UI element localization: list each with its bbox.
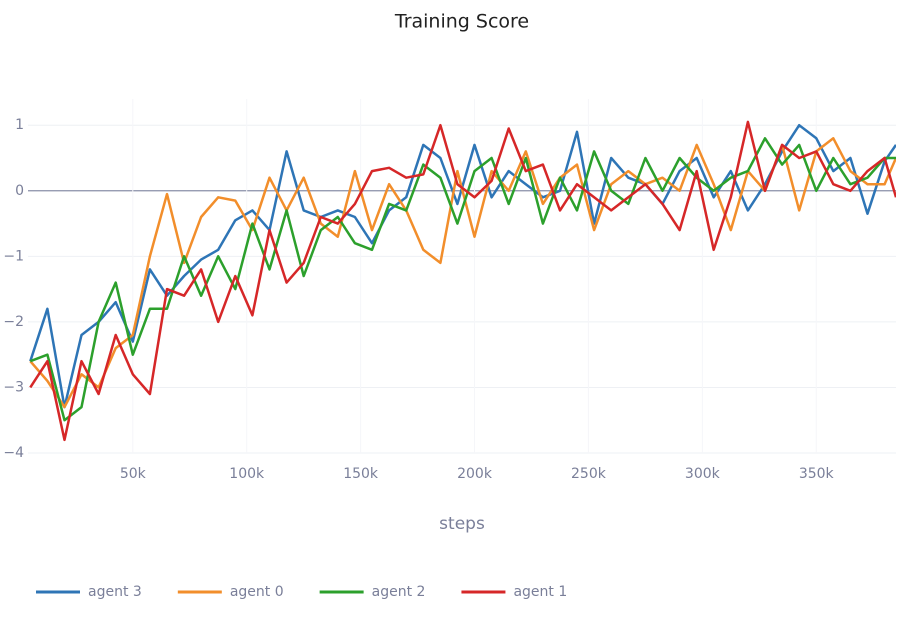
x-tick-label: 200k	[457, 466, 493, 482]
y-tick-label: −1	[3, 248, 24, 264]
y-tick-label: −2	[3, 314, 24, 330]
legend-label: agent 1	[513, 584, 567, 600]
y-tick-label: −4	[3, 445, 24, 461]
x-tick-label: 150k	[343, 466, 379, 482]
x-tick-label: 100k	[229, 466, 265, 482]
series-line	[29, 123, 896, 409]
legend-label: agent 2	[372, 584, 426, 600]
x-tick-label: 300k	[685, 466, 721, 482]
series-line	[29, 137, 896, 409]
x-tick-label: 250k	[571, 466, 607, 482]
series-line	[29, 120, 896, 442]
chart-title: Training Score	[394, 11, 529, 33]
y-tick-label: −3	[3, 379, 24, 395]
x-tick-label: 350k	[799, 466, 835, 482]
x-axis-label: steps	[439, 514, 485, 534]
y-tick-label: 1	[15, 117, 24, 133]
legend-label: agent 0	[230, 584, 284, 600]
plot-area	[29, 120, 896, 442]
x-tick-label: 50k	[120, 466, 147, 482]
y-tick-label: 0	[15, 183, 24, 199]
legend-label: agent 3	[88, 584, 142, 600]
